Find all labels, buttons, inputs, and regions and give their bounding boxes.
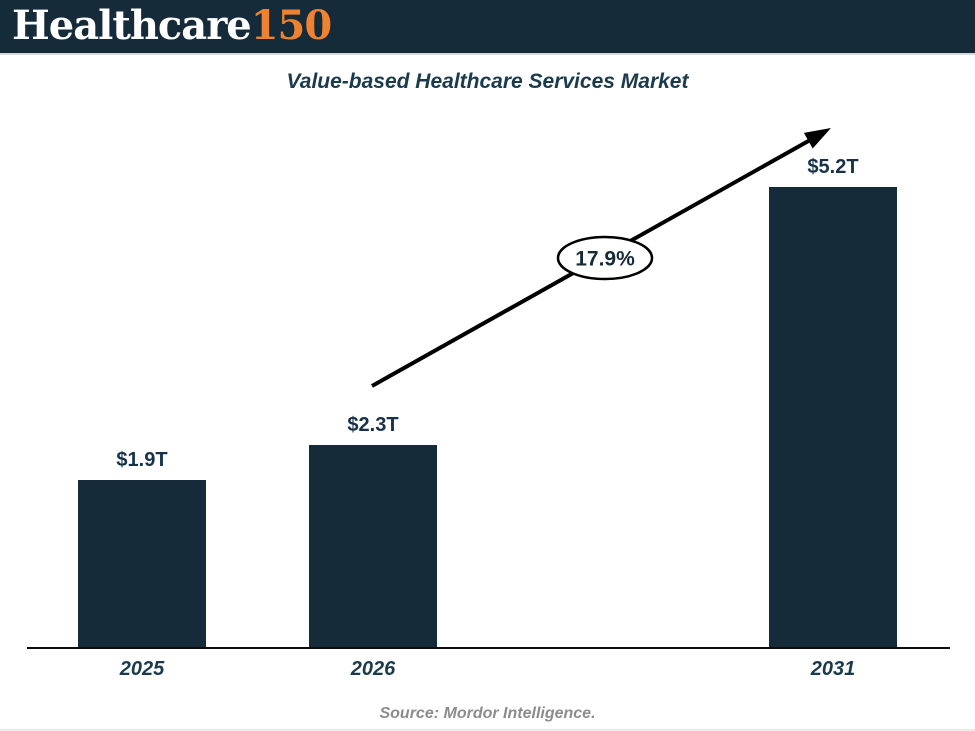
trend-arrow-line (371, 137, 813, 388)
healthcare150-logo: Healthcare150 (12, 0, 332, 53)
x-tick-label: 2025 (119, 658, 165, 680)
bar (769, 187, 897, 649)
app-header: Healthcare150 (0, 0, 975, 55)
trend-arrow-head-icon (803, 128, 831, 149)
logo-text-white: Healthcare (12, 2, 252, 49)
x-tick-label: 2031 (810, 658, 856, 680)
bar-value-label: $2.3T (347, 414, 399, 436)
chart-title: Value-based Healthcare Services Market (286, 70, 689, 93)
bar-value-label: $5.2T (807, 156, 859, 178)
growth-rate-ellipse (556, 235, 654, 281)
source-note: Source: Mordor Intelligence. (379, 705, 596, 722)
bar (78, 480, 206, 649)
bar-value-label: $1.9T (116, 449, 168, 471)
x-axis-line (27, 647, 950, 649)
bar (309, 445, 437, 649)
x-tick-label: 2026 (350, 658, 396, 680)
logo-text-orange: 150 (250, 2, 332, 49)
growth-rate-label: 17.9% (575, 248, 635, 271)
